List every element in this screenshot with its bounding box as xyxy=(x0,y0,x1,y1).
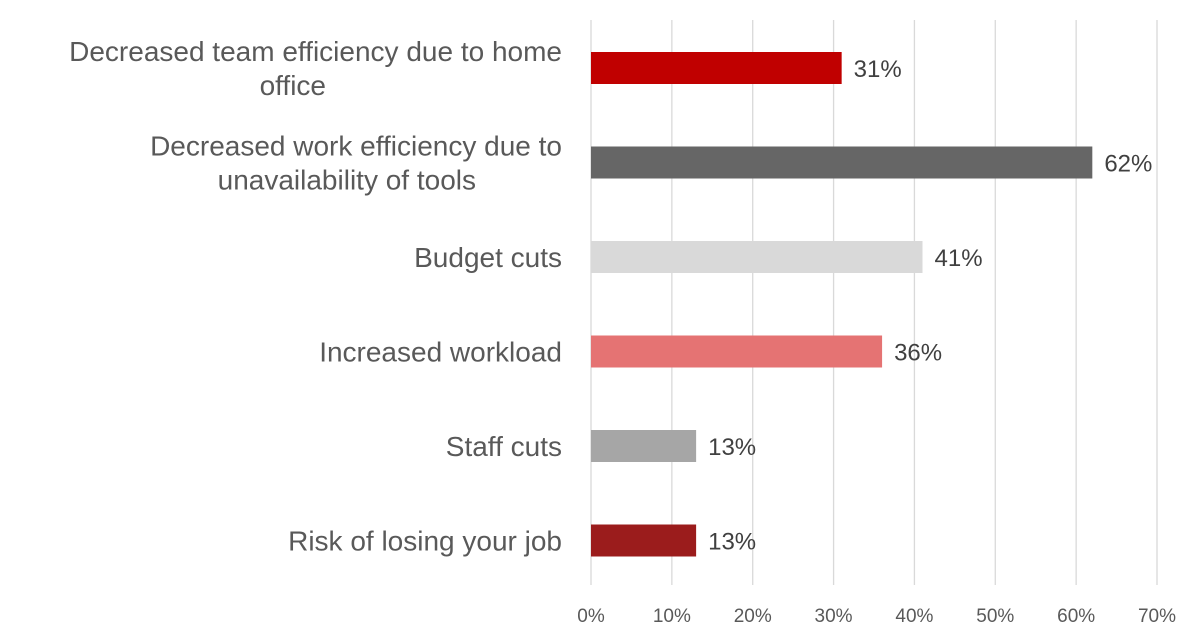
x-tick-label: 60% xyxy=(1057,606,1095,627)
category-label-line: office xyxy=(260,70,326,101)
category-label: Budget cuts xyxy=(414,242,562,273)
category-label-line: Increased workload xyxy=(319,337,562,368)
bar xyxy=(591,52,842,84)
bar xyxy=(591,524,697,557)
category-label: Risk of losing your job xyxy=(288,526,562,557)
category-label: Decreased work efficiency due to unavaila… xyxy=(150,131,562,196)
value-label: 31% xyxy=(854,56,902,83)
category-labels: Decreased team efficiency due to home off… xyxy=(69,36,562,557)
value-label: 13% xyxy=(708,434,756,461)
x-tick-label: 40% xyxy=(895,606,933,627)
bar xyxy=(591,146,1093,179)
x-tick-label: 20% xyxy=(734,606,772,627)
value-label: 41% xyxy=(935,245,983,272)
value-labels: 31% 62% 41% 36% 13% 13% xyxy=(708,56,1152,556)
category-label-line: unavailability of tools xyxy=(218,165,476,196)
gridlines xyxy=(590,20,1158,585)
x-tick-label: 50% xyxy=(976,606,1014,627)
x-tick-label: 30% xyxy=(815,606,853,627)
x-tick-label: 10% xyxy=(653,606,691,627)
x-tick-label: 70% xyxy=(1138,606,1176,627)
value-label: 62% xyxy=(1104,151,1152,178)
x-tick-label: 0% xyxy=(577,606,605,627)
category-label-line: Decreased team efficiency due to home xyxy=(69,36,562,67)
category-label: Staff cuts xyxy=(446,431,562,462)
bar xyxy=(591,430,697,462)
bars xyxy=(591,52,1093,557)
value-label: 36% xyxy=(894,340,942,367)
category-label-line: Budget cuts xyxy=(414,242,562,273)
category-label: Decreased team efficiency due to home off… xyxy=(69,36,562,101)
category-label-line: Staff cuts xyxy=(446,431,562,462)
value-label: 13% xyxy=(708,529,756,556)
bar xyxy=(591,241,923,273)
x-axis-ticks: 0% 10% 20% 30% 40% 50% 60% 70% xyxy=(577,606,1176,627)
category-label-line: Risk of losing your job xyxy=(288,526,562,557)
bar xyxy=(591,335,883,368)
category-label-line: Decreased work efficiency due to xyxy=(150,131,562,162)
category-label: Increased workload xyxy=(319,337,562,368)
